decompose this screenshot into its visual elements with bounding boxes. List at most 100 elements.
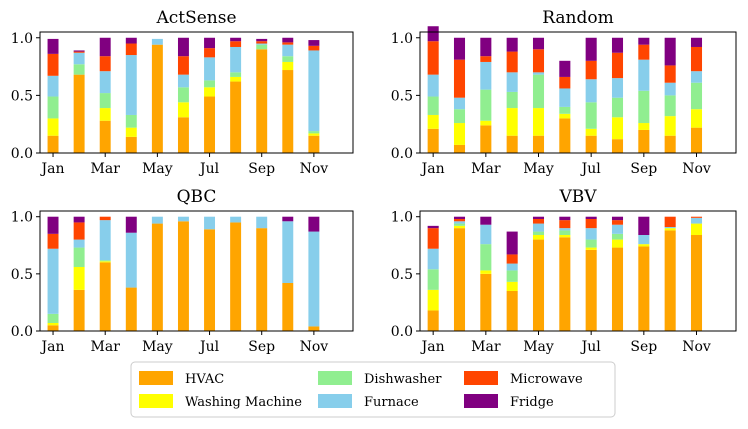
- x-tick-label: Mar: [471, 161, 501, 177]
- bar-segment-furnace-mar: [480, 61, 492, 90]
- y-tick-label: 0.0: [391, 324, 413, 340]
- bar-segment-washing-machine-jul: [204, 87, 216, 97]
- bar-segment-dishwasher-jul: [204, 80, 216, 88]
- bar-segment-furnace-jan: [427, 74, 439, 97]
- legend-swatch: [318, 394, 352, 408]
- bar-segment-furnace-oct: [282, 44, 294, 57]
- bar-segment-washing-machine-jun: [559, 235, 571, 238]
- bar-segment-washing-machine-feb: [453, 225, 466, 229]
- bar-segment-dishwasher-nov: [308, 131, 320, 134]
- x-tick-label: Jul: [198, 161, 220, 177]
- bar-segment-hvac-may: [532, 239, 545, 331]
- bar-segment-furnace-mar: [99, 71, 111, 94]
- bar-segment-dishwasher-apr: [506, 91, 518, 109]
- bar-segment-hvac-jan: [427, 310, 439, 331]
- bar-segment-furnace-jun: [559, 88, 571, 107]
- bar-segment-hvac-mar: [480, 125, 492, 153]
- bar-segment-fridge-feb: [453, 216, 466, 219]
- bar-segment-fridge-nov: [308, 216, 320, 232]
- y-tick-label: 1.0: [391, 210, 413, 226]
- bar-segment-furnace-jul: [204, 216, 216, 230]
- bar-segment-hvac-jun: [177, 221, 189, 331]
- bar-segment-furnace-may: [532, 72, 545, 75]
- bar-segment-hvac-jul: [585, 249, 597, 331]
- bar-segment-hvac-feb: [73, 74, 85, 153]
- bar-segment-washing-machine-oct: [664, 116, 676, 136]
- y-tick-label: 0.5: [391, 267, 413, 283]
- bar-segment-fridge-sep: [638, 216, 650, 235]
- panel-vbv: VBV 0.0 0.5 1.0 Jan Mar May Jul Sep Nov: [391, 187, 737, 355]
- bar-segment-hvac-jul: [204, 96, 216, 153]
- bar-segment-fridge-apr: [125, 37, 137, 44]
- legend-item-fridge: Fridge: [464, 394, 554, 410]
- legend-swatch: [318, 371, 352, 385]
- bar-segment-furnace-jan: [47, 75, 59, 97]
- bar-segment-fridge-jul: [585, 37, 597, 61]
- bar-segment-hvac-oct: [664, 135, 676, 153]
- bar-segment-fridge-oct: [282, 216, 294, 222]
- bar-segment-fridge-aug: [611, 216, 624, 221]
- x-tick-label: May: [523, 161, 554, 177]
- bar-segment-dishwasher-jul: [585, 239, 597, 248]
- bar-segment-furnace-jan: [427, 248, 439, 270]
- bar-segment-washing-machine-sep: [638, 123, 650, 130]
- bar-segment-furnace-apr: [125, 55, 137, 115]
- bar-segment-furnace-nov: [308, 231, 320, 327]
- bar-segment-washing-machine-jun: [559, 113, 571, 119]
- bar-segment-microwave-jun: [177, 56, 189, 75]
- axes-frame: [419, 210, 737, 332]
- x-tick-label: Sep: [248, 161, 275, 177]
- bar-segment-microwave-jan: [427, 228, 439, 249]
- x-tick-label: Jan: [420, 339, 445, 355]
- legend-swatch: [139, 371, 173, 385]
- bar-segment-furnace-apr: [125, 232, 137, 288]
- bar-segment-furnace-nov: [690, 71, 703, 83]
- bar-segment-hvac-aug: [611, 247, 624, 331]
- bar-segment-washing-machine-jan: [47, 118, 59, 136]
- x-tick-label: Jan: [420, 161, 445, 177]
- bar-segment-microwave-jun: [559, 220, 571, 229]
- bar-segment-microwave-nov: [690, 46, 703, 72]
- legend-label: Microwave: [510, 372, 583, 387]
- x-tick-label: Nov: [300, 161, 329, 177]
- bar-segment-dishwasher-oct: [664, 95, 676, 117]
- bar-segment-hvac-nov: [690, 127, 703, 153]
- bar-segment-washing-machine-jul: [585, 128, 597, 136]
- x-tick-label: Jan: [40, 339, 65, 355]
- x-tick-label: May: [523, 339, 554, 355]
- bar-segment-furnace-aug: [611, 224, 624, 234]
- bar-segment-washing-machine-may: [532, 235, 545, 240]
- bar-segment-dishwasher-aug: [611, 97, 624, 118]
- bar-segment-dishwasher-feb: [73, 64, 85, 75]
- bar-segment-dishwasher-feb: [453, 223, 466, 226]
- bar-segment-hvac-sep: [256, 49, 268, 153]
- bar-segment-furnace-aug: [230, 216, 242, 223]
- bar-segment-hvac-nov: [308, 326, 320, 331]
- bar-segment-fridge-jun: [559, 216, 571, 221]
- x-tick-label: Nov: [300, 339, 329, 355]
- bar-segment-fridge-apr: [506, 37, 518, 52]
- bar-segment-hvac-may: [532, 135, 545, 153]
- bar-segment-hvac-apr: [506, 291, 518, 331]
- bar-segment-dishwasher-jan: [47, 313, 59, 323]
- bar-segment-microwave-jan: [47, 53, 59, 76]
- x-tick-label: Sep: [630, 339, 657, 355]
- y-tick-label: 0.0: [11, 146, 33, 162]
- bar-segment-washing-machine-oct: [664, 228, 676, 231]
- legend-label: HVAC: [185, 372, 224, 387]
- bar-segment-microwave-mar: [99, 56, 111, 72]
- bar-segment-hvac-aug: [611, 139, 624, 153]
- bar-segment-dishwasher-aug: [611, 233, 624, 240]
- bar-segment-hvac-jun: [559, 237, 571, 331]
- bar-segment-washing-machine-feb: [453, 123, 466, 145]
- bar-segment-microwave-feb: [453, 219, 466, 222]
- bar-segment-hvac-mar: [99, 120, 111, 153]
- bar-segment-hvac-feb: [73, 289, 85, 331]
- bar-segment-hvac-feb: [453, 144, 466, 153]
- bar-segment-hvac-jan: [47, 135, 59, 153]
- bar-segment-fridge-jan: [427, 26, 439, 42]
- bar-segment-furnace-mar: [99, 220, 111, 261]
- y-tick-label: 0.5: [391, 88, 413, 104]
- panel-title: ActSense: [155, 8, 236, 28]
- bar-segment-fridge-nov: [690, 37, 703, 47]
